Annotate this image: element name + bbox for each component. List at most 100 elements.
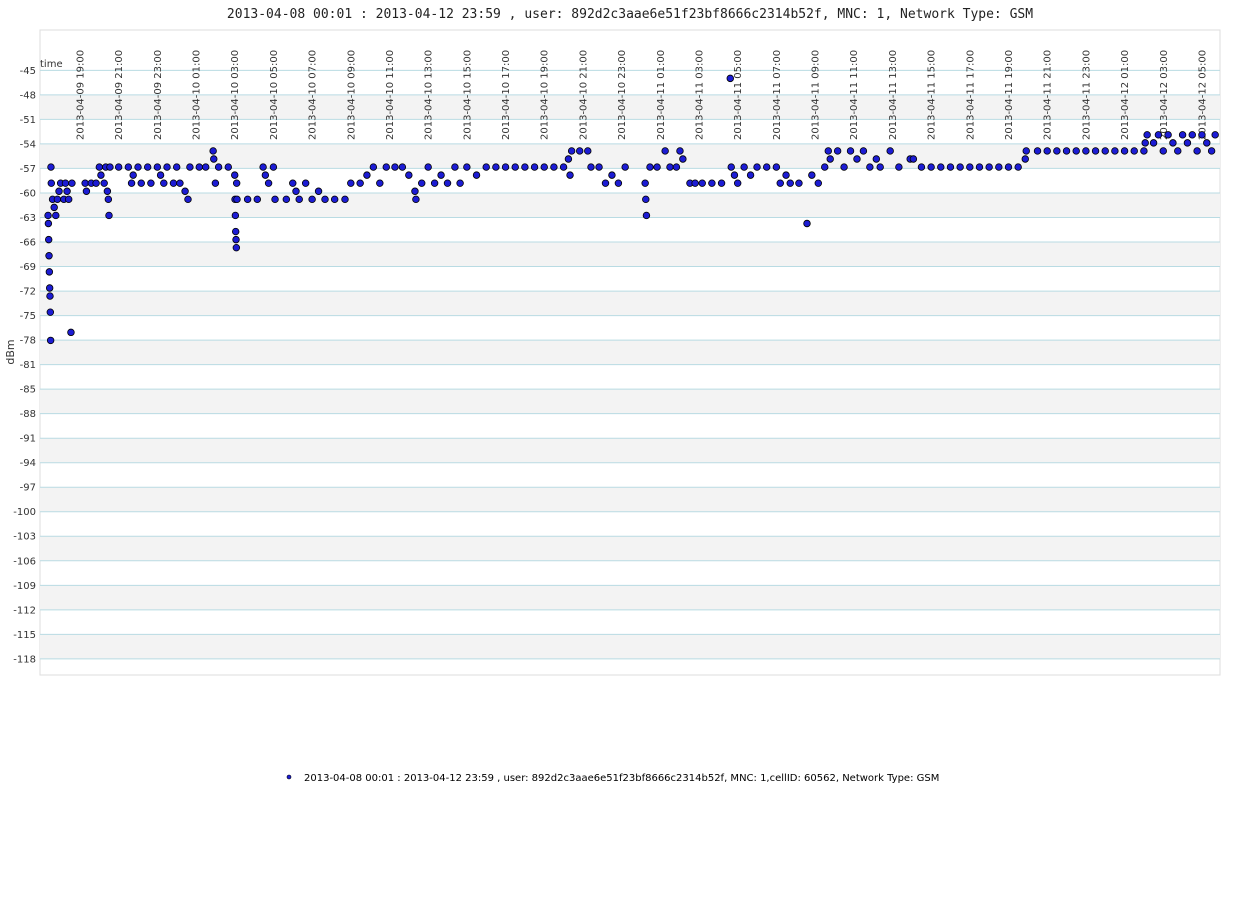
data-point [231, 171, 239, 179]
x-tick-label: 2013-04-10 05:00 [269, 50, 280, 140]
data-point [511, 163, 519, 171]
data-point [740, 163, 748, 171]
y-tick-label: -97 [20, 483, 36, 494]
data-point [55, 187, 63, 195]
data-point [1154, 131, 1163, 139]
data-point [1120, 147, 1129, 155]
data-point [45, 268, 54, 276]
data-point [184, 195, 192, 204]
legend-marker [286, 774, 292, 780]
data-point [264, 179, 273, 187]
data-point [163, 163, 171, 171]
x-tick-label: 2013-04-11 13:00 [888, 50, 899, 140]
data-point [753, 163, 761, 171]
data-point [97, 171, 105, 179]
data-point [330, 195, 339, 204]
data-point [202, 163, 210, 171]
data-point [1188, 131, 1196, 139]
data-point [143, 163, 152, 171]
x-tick-label: 2013-04-11 01:00 [656, 50, 667, 140]
x-tick-label: 2013-04-11 17:00 [965, 50, 976, 140]
data-point [772, 163, 781, 171]
y-tick-label: -66 [20, 237, 36, 248]
data-point [824, 147, 832, 155]
y-tick-label: -103 [13, 532, 36, 543]
data-point [846, 147, 855, 155]
y-tick-label: -48 [20, 90, 36, 101]
data-point [356, 179, 364, 187]
x-tick-label: 2013-04-10 11:00 [385, 50, 396, 140]
data-point [1082, 147, 1090, 155]
data-point [156, 171, 165, 179]
data-point [82, 187, 91, 195]
data-point [886, 147, 894, 155]
y-axis-label: dBm [4, 339, 17, 364]
data-point [642, 211, 651, 220]
data-point [214, 163, 223, 171]
data-point [231, 227, 240, 236]
y-tick-label: -112 [13, 605, 36, 616]
data-point [564, 155, 573, 163]
data-point [1193, 147, 1201, 155]
data-point [47, 179, 55, 187]
y-tick-label: -109 [13, 581, 36, 592]
x-tick-label: 2013-04-11 03:00 [694, 50, 705, 140]
data-point [363, 171, 371, 179]
y-tick-label: -45 [20, 66, 36, 77]
y-tick-label: -51 [20, 115, 36, 126]
data-point [917, 163, 926, 171]
data-point [540, 163, 548, 171]
data-point [232, 243, 241, 252]
data-point [666, 163, 674, 171]
data-point [501, 163, 510, 171]
grid-band [40, 94, 1220, 120]
data-point [661, 147, 669, 155]
data-point [437, 171, 445, 179]
data-point [1130, 147, 1138, 155]
grid-band [40, 438, 1220, 463]
x-tick-label: 2013-04-10 21:00 [578, 50, 589, 140]
x-tick-label: 2013-04-11 07:00 [772, 50, 783, 140]
grid-band [40, 192, 1220, 218]
x-tick-label: 2013-04-12 01:00 [1120, 50, 1131, 140]
data-point [45, 284, 54, 292]
data-point [1211, 131, 1219, 139]
data-point [614, 179, 623, 187]
y-tick-label: -94 [20, 458, 36, 469]
x-tick-label: 2013-04-11 09:00 [811, 50, 822, 140]
data-point [975, 163, 984, 171]
data-point [859, 147, 868, 155]
data-point [1033, 147, 1042, 155]
data-point [550, 163, 558, 171]
x-tick-label: 2013-04-10 07:00 [308, 50, 319, 140]
data-point [601, 179, 610, 187]
data-point [567, 147, 576, 155]
data-point [1072, 147, 1080, 155]
x-tick-label: 2013-04-10 09:00 [346, 50, 357, 140]
data-point [172, 163, 181, 171]
data-point [129, 171, 137, 179]
data-point [866, 163, 874, 171]
data-point [1141, 139, 1149, 147]
data-point [762, 163, 771, 171]
data-point [68, 179, 76, 187]
data-point [472, 171, 481, 179]
data-point [44, 211, 52, 220]
data-point [746, 171, 755, 179]
data-point [405, 171, 413, 179]
x-tick-label: 2013-04-11 15:00 [927, 50, 938, 140]
x-tick-label: 2013-04-10 01:00 [192, 50, 203, 140]
data-point [224, 163, 232, 171]
data-point [808, 171, 816, 179]
data-point [1174, 147, 1182, 155]
data-point [786, 179, 794, 187]
data-point [584, 147, 592, 155]
x-tick-label: 2013-04-09 23:00 [153, 50, 164, 140]
data-point [814, 179, 822, 187]
x-tick-label: 2013-04-09 21:00 [114, 50, 125, 140]
data-point [232, 179, 241, 187]
y-tick-label: -75 [20, 311, 36, 322]
data-point [559, 163, 568, 171]
y-tick-label: -100 [13, 507, 36, 518]
